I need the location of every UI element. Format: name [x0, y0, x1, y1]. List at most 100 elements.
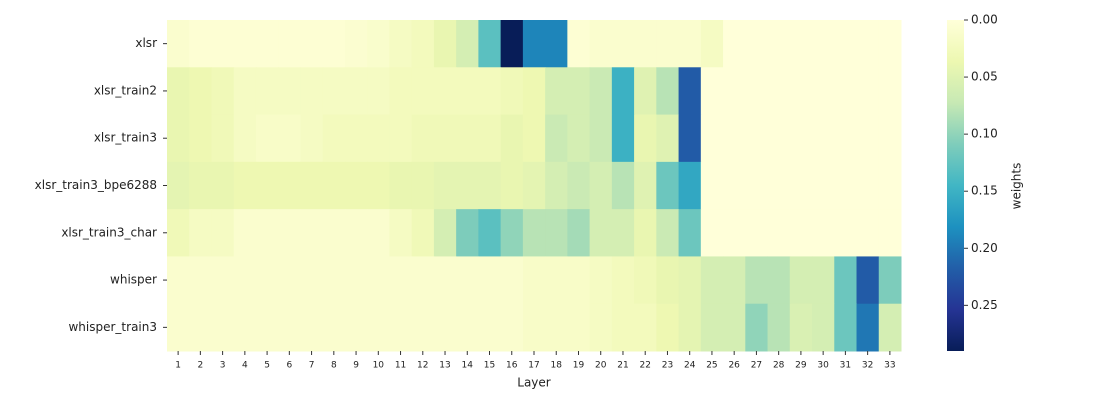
heatmap-cell [211, 209, 235, 257]
x-tick-label: 33 [884, 361, 895, 371]
heatmap-cell [278, 256, 301, 305]
heatmap-cell [500, 67, 524, 116]
heatmap-cell [389, 20, 413, 68]
heatmap-cell [723, 303, 746, 352]
heatmap-cell [834, 161, 858, 210]
heatmap-cell [545, 303, 568, 352]
heatmap-cell [189, 256, 212, 305]
heatmap-cell [812, 209, 835, 257]
heatmap-cell [211, 256, 235, 305]
heatmap-cell [433, 67, 457, 116]
x-tick-label: 3 [220, 361, 226, 371]
heatmap-cell [634, 209, 657, 257]
heatmap-cell [789, 161, 813, 210]
colorbar [947, 20, 964, 351]
heatmap-cell [255, 161, 279, 210]
heatmap-cell [700, 209, 724, 257]
heatmap-cell [367, 161, 390, 210]
heatmap-cell [723, 209, 746, 257]
heatmap-cell [478, 20, 502, 68]
heatmap-cell [767, 20, 791, 68]
x-tick-label: 31 [840, 361, 851, 371]
heatmap-cell [411, 114, 435, 163]
heatmap-cell [789, 303, 813, 352]
x-tick-label: 10 [373, 361, 385, 371]
heatmap-cell [611, 303, 635, 352]
heatmap-cell [767, 256, 791, 305]
heatmap-cell [300, 209, 324, 257]
heatmap-cell [812, 161, 835, 210]
heatmap-cell [500, 161, 524, 210]
heatmap-cell [389, 67, 413, 116]
heatmap-cell [789, 209, 813, 257]
x-tick-label: 21 [617, 361, 628, 371]
heatmap-cell [589, 20, 613, 68]
heatmap-cell [745, 209, 769, 257]
heatmap-cell [278, 303, 301, 352]
heatmap-cell [545, 256, 568, 305]
heatmap-cell [322, 67, 346, 116]
heatmap-cell [700, 20, 724, 68]
heatmap-cell [167, 67, 190, 116]
heatmap-cell [433, 256, 457, 305]
x-tick-label: 4 [242, 361, 248, 371]
heatmap-cell [567, 20, 591, 68]
heatmap-cell [233, 256, 257, 305]
heatmap-cell [189, 20, 212, 68]
heatmap-cell [545, 161, 568, 210]
heatmap-cell [723, 20, 746, 68]
heatmap-cell [189, 161, 212, 210]
heatmap-cell [344, 161, 368, 210]
heatmap-cell [812, 67, 835, 116]
heatmap-cell [322, 161, 346, 210]
heatmap-cell [433, 161, 457, 210]
x-tick-label: 11 [395, 361, 406, 371]
heatmap-cell [678, 67, 702, 116]
heatmap-cell [367, 67, 390, 116]
x-tick-label: 6 [286, 361, 292, 371]
heatmap-cell [411, 256, 435, 305]
heatmap-cell [344, 114, 368, 163]
heatmap-cell [723, 256, 746, 305]
x-tick-label: 1 [175, 361, 181, 371]
heatmap-cell [367, 20, 390, 68]
heatmap-cell [500, 303, 524, 352]
heatmap-cell [678, 256, 702, 305]
x-tick-label: 32 [862, 361, 873, 371]
heatmap-cell [233, 161, 257, 210]
heatmap-cell [367, 209, 390, 257]
heatmap-cell [411, 161, 435, 210]
x-tick-label: 9 [353, 361, 359, 371]
heatmap-cell [856, 67, 880, 116]
heatmap-cell [500, 20, 524, 68]
heatmap-cell [433, 209, 457, 257]
heatmap-cell [456, 256, 479, 305]
heatmap-cell [300, 114, 324, 163]
heatmap-cell [656, 67, 680, 116]
heatmap-cell [522, 256, 546, 305]
heatmap-cell [656, 303, 680, 352]
heatmap-cell [367, 114, 390, 163]
heatmap-cell [211, 161, 235, 210]
heatmap-cell [322, 303, 346, 352]
heatmap-cell [767, 209, 791, 257]
heatmap-cell [656, 114, 680, 163]
heatmap-cell [611, 161, 635, 210]
heatmap-cell [812, 303, 835, 352]
heatmap-cell [545, 114, 568, 163]
heatmap-cell [233, 209, 257, 257]
heatmap-cell [567, 209, 591, 257]
heatmap-cell [723, 161, 746, 210]
y-tick-label: xlsr_train3 [94, 131, 157, 145]
heatmap-cell [278, 114, 301, 163]
heatmap-cell [344, 256, 368, 305]
heatmap-cell [344, 67, 368, 116]
x-tick-label: 5 [264, 361, 270, 371]
heatmap-cell [723, 114, 746, 163]
heatmap-cell [478, 303, 502, 352]
heatmap-cell [589, 114, 613, 163]
heatmap-cell [300, 256, 324, 305]
y-tick-label: whisper [110, 273, 157, 287]
heatmap-cell [834, 67, 858, 116]
heatmap-cell [167, 20, 190, 68]
